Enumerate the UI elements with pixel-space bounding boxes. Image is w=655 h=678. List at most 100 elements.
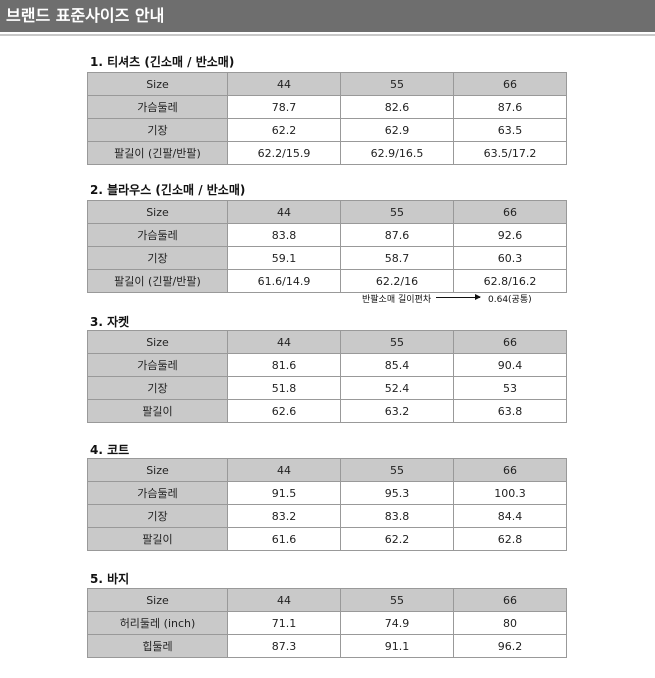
row-label: 기장 xyxy=(87,376,228,400)
size-table: Size 44 55 66 허리둘레 (inch) 71.1 74.9 80 힙둘레 87.3 91… xyxy=(87,588,567,658)
table-row: 힙둘레 87.3 91.1 96.2 xyxy=(87,634,567,658)
table-header-row: Size 44 55 66 xyxy=(87,458,567,482)
value-cell: 62.2 xyxy=(340,527,454,551)
table-row: 가슴둘레 91.5 95.3 100.3 xyxy=(87,481,567,505)
value-cell: 96.2 xyxy=(453,634,567,658)
table-row: 팔길이 (긴팔/반팔) 62.2/15.9 62.9/16.5 63.5/17.2 xyxy=(87,141,567,165)
header-cell: 55 xyxy=(340,588,454,612)
row-label: 기장 xyxy=(87,118,228,142)
header-cell: 55 xyxy=(340,458,454,482)
value-cell: 87.3 xyxy=(227,634,341,658)
value-cell: 82.6 xyxy=(340,95,454,119)
value-cell: 83.8 xyxy=(227,223,341,247)
value-cell: 87.6 xyxy=(340,223,454,247)
header-cell: Size xyxy=(87,458,228,482)
table-row: 기장 83.2 83.8 84.4 xyxy=(87,504,567,528)
header-cell: 44 xyxy=(227,588,341,612)
value-cell: 95.3 xyxy=(340,481,454,505)
value-cell: 62.2/16 xyxy=(340,269,454,293)
header-cell: 55 xyxy=(340,200,454,224)
row-label: 기장 xyxy=(87,504,228,528)
value-cell: 53 xyxy=(453,376,567,400)
header-cell: Size xyxy=(87,588,228,612)
section-title: 2. 블라우스 (긴소매 / 반소매) xyxy=(90,183,246,197)
value-cell: 62.9/16.5 xyxy=(340,141,454,165)
value-cell: 78.7 xyxy=(227,95,341,119)
value-cell: 59.1 xyxy=(227,246,341,270)
header-cell: 44 xyxy=(227,200,341,224)
table-row: 가슴둘레 81.6 85.4 90.4 xyxy=(87,353,567,377)
value-cell: 63.8 xyxy=(453,399,567,423)
arrow xyxy=(436,294,481,300)
header-cell: 66 xyxy=(453,72,567,96)
row-label: 힙둘레 xyxy=(87,634,228,658)
header-cell: 66 xyxy=(453,200,567,224)
value-cell: 80 xyxy=(453,611,567,635)
table-row: 가슴둘레 83.8 87.6 92.6 xyxy=(87,223,567,247)
row-label: 팔길이 xyxy=(87,399,228,423)
header-cell: Size xyxy=(87,72,228,96)
value-cell: 61.6/14.9 xyxy=(227,269,341,293)
value-cell: 63.5/17.2 xyxy=(453,141,567,165)
row-label: 허리둘레 (inch) xyxy=(87,611,228,635)
value-cell: 51.8 xyxy=(227,376,341,400)
table-row: 기장 59.1 58.7 60.3 xyxy=(87,246,567,270)
table-header-row: Size 44 55 66 xyxy=(87,72,567,96)
header-cell: 55 xyxy=(340,330,454,354)
value-cell: 100.3 xyxy=(453,481,567,505)
value-cell: 62.8/16.2 xyxy=(453,269,567,293)
table-row: 팔길이 61.6 62.2 62.8 xyxy=(87,527,567,551)
row-label: 팔길이 xyxy=(87,527,228,551)
value-cell: 90.4 xyxy=(453,353,567,377)
header-cell: Size xyxy=(87,330,228,354)
section-title: 1. 티셔츠 (긴소매 / 반소매) xyxy=(90,55,235,69)
size-table: Size 44 55 66 가슴둘레 78.7 82.6 87.6 기장 62.2 62.9 63.5… xyxy=(87,72,567,165)
value-cell: 62.6 xyxy=(227,399,341,423)
size-table: Size 44 55 66 가슴둘레 81.6 85.4 90.4 기장 51.8 52.4 53 팔길… xyxy=(87,330,567,423)
header-cell: 66 xyxy=(453,588,567,612)
header-cell: 44 xyxy=(227,72,341,96)
row-label: 가슴둘레 xyxy=(87,353,228,377)
value-cell: 92.6 xyxy=(453,223,567,247)
row-label: 기장 xyxy=(87,246,228,270)
table-row: 기장 51.8 52.4 53 xyxy=(87,376,567,400)
header-cell: 44 xyxy=(227,330,341,354)
value-cell: 81.6 xyxy=(227,353,341,377)
table-row: 기장 62.2 62.9 63.5 xyxy=(87,118,567,142)
value-cell: 71.1 xyxy=(227,611,341,635)
header-cell: 55 xyxy=(340,72,454,96)
value-cell: 91.5 xyxy=(227,481,341,505)
section-title: 5. 바지 xyxy=(90,572,130,586)
value-cell: 63.5 xyxy=(453,118,567,142)
header-line xyxy=(0,34,655,36)
value-cell: 61.6 xyxy=(227,527,341,551)
table-row: 가슴둘레 78.7 82.6 87.6 xyxy=(87,95,567,119)
value-cell: 62.2 xyxy=(227,118,341,142)
value-cell: 63.2 xyxy=(340,399,454,423)
size-table: Size 44 55 66 가슴둘레 83.8 87.6 92.6 기장 59.1 58.7 60.3… xyxy=(87,200,567,293)
row-label: 가슴둘레 xyxy=(87,95,228,119)
section-title: 4. 코트 xyxy=(90,443,130,457)
value-cell: 62.9 xyxy=(340,118,454,142)
value-cell: 62.8 xyxy=(453,527,567,551)
value-cell: 83.8 xyxy=(340,504,454,528)
table-row: 허리둘레 (inch) 71.1 74.9 80 xyxy=(87,611,567,635)
value-cell: 62.2/15.9 xyxy=(227,141,341,165)
row-label: 팔길이 (긴팔/반팔) xyxy=(87,141,228,165)
header-title: 브랜드 표준사이즈 안내 xyxy=(0,0,655,32)
size-table: Size 44 55 66 가슴둘레 91.5 95.3 100.3 기장 83.2 83.8 84.… xyxy=(87,458,567,551)
note-value: 0.64(공통) xyxy=(488,295,532,305)
header-cell: 44 xyxy=(227,458,341,482)
header-cell: 66 xyxy=(453,330,567,354)
value-cell: 60.3 xyxy=(453,246,567,270)
value-cell: 85.4 xyxy=(340,353,454,377)
header-cell: 66 xyxy=(453,458,567,482)
row-label: 팔길이 (긴팔/반팔) xyxy=(87,269,228,293)
table-row: 팔길이 62.6 63.2 63.8 xyxy=(87,399,567,423)
row-label: 가슴둘레 xyxy=(87,481,228,505)
value-cell: 83.2 xyxy=(227,504,341,528)
note-label: 반팔소매 길이편차 xyxy=(362,295,432,305)
table-header-row: Size 44 55 66 xyxy=(87,588,567,612)
header-cell: Size xyxy=(87,200,228,224)
